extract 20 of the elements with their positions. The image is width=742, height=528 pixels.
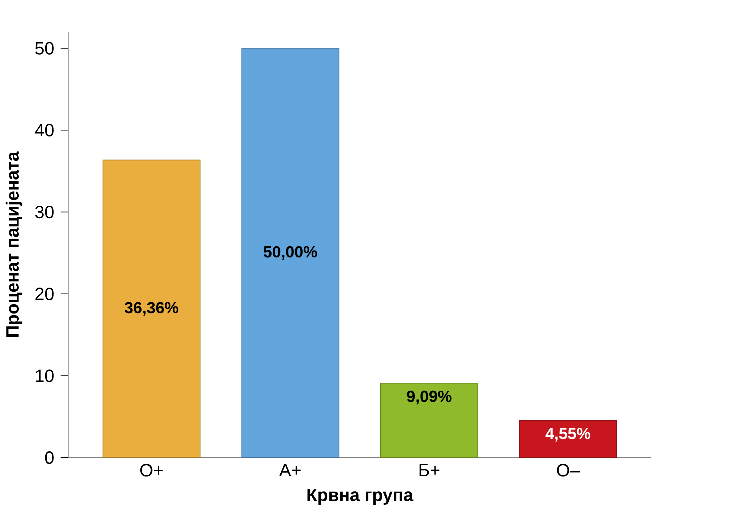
data-label: 9,09% <box>407 391 452 405</box>
x-tick-label: Б+ <box>420 464 440 477</box>
y-tick-label: 30 <box>35 206 54 219</box>
bar <box>380 383 478 458</box>
y-tick-label: 40 <box>35 124 54 137</box>
data-label: 4,55% <box>546 428 591 442</box>
y-tick-label: 50 <box>36 42 54 56</box>
x-tick-label: О+ <box>140 464 164 477</box>
x-axis-title: Крвна група <box>308 489 414 506</box>
data-label: 36,36% <box>124 302 179 316</box>
data-label: 50,00% <box>264 246 318 260</box>
y-tick-label: 0 <box>45 452 54 464</box>
y-axis-title: Проценат пацијената <box>6 152 23 338</box>
bar <box>242 48 340 458</box>
bar <box>519 420 618 458</box>
y-tick-label: 20 <box>36 288 54 301</box>
bar <box>102 160 201 458</box>
y-tick-label: 10 <box>36 370 54 382</box>
x-tick-label: О– <box>557 464 580 477</box>
x-tick-label: А+ <box>280 464 301 477</box>
